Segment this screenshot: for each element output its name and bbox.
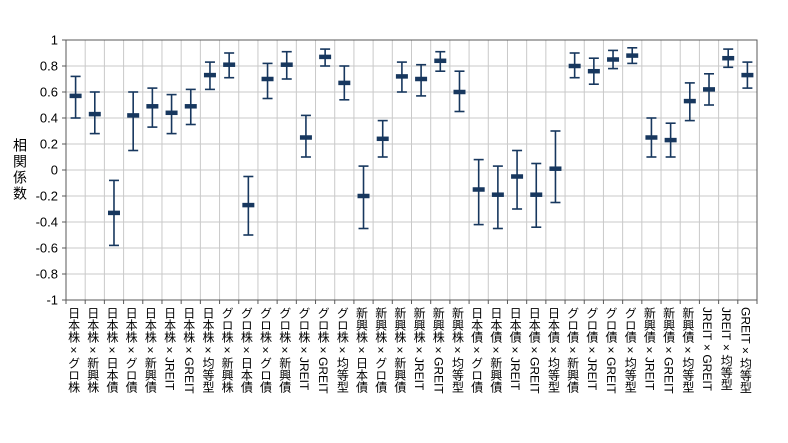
y-axis-title: 相関係数 bbox=[12, 138, 28, 202]
y-tick-label: -0.2 bbox=[36, 189, 58, 204]
y-tick-label: 0.8 bbox=[40, 59, 58, 74]
y-tick-label: -1 bbox=[46, 293, 58, 308]
y-tick-label: 0.6 bbox=[40, 85, 58, 100]
y-tick-label: -0.6 bbox=[36, 241, 58, 256]
y-tick-label: -0.4 bbox=[36, 215, 58, 230]
y-tick-label: -0.8 bbox=[36, 267, 58, 282]
y-tick-label: 1 bbox=[51, 33, 58, 48]
y-tick-label: 0.4 bbox=[40, 111, 58, 126]
y-tick-label: 0 bbox=[51, 163, 58, 178]
y-tick-label: 0.2 bbox=[40, 137, 58, 152]
